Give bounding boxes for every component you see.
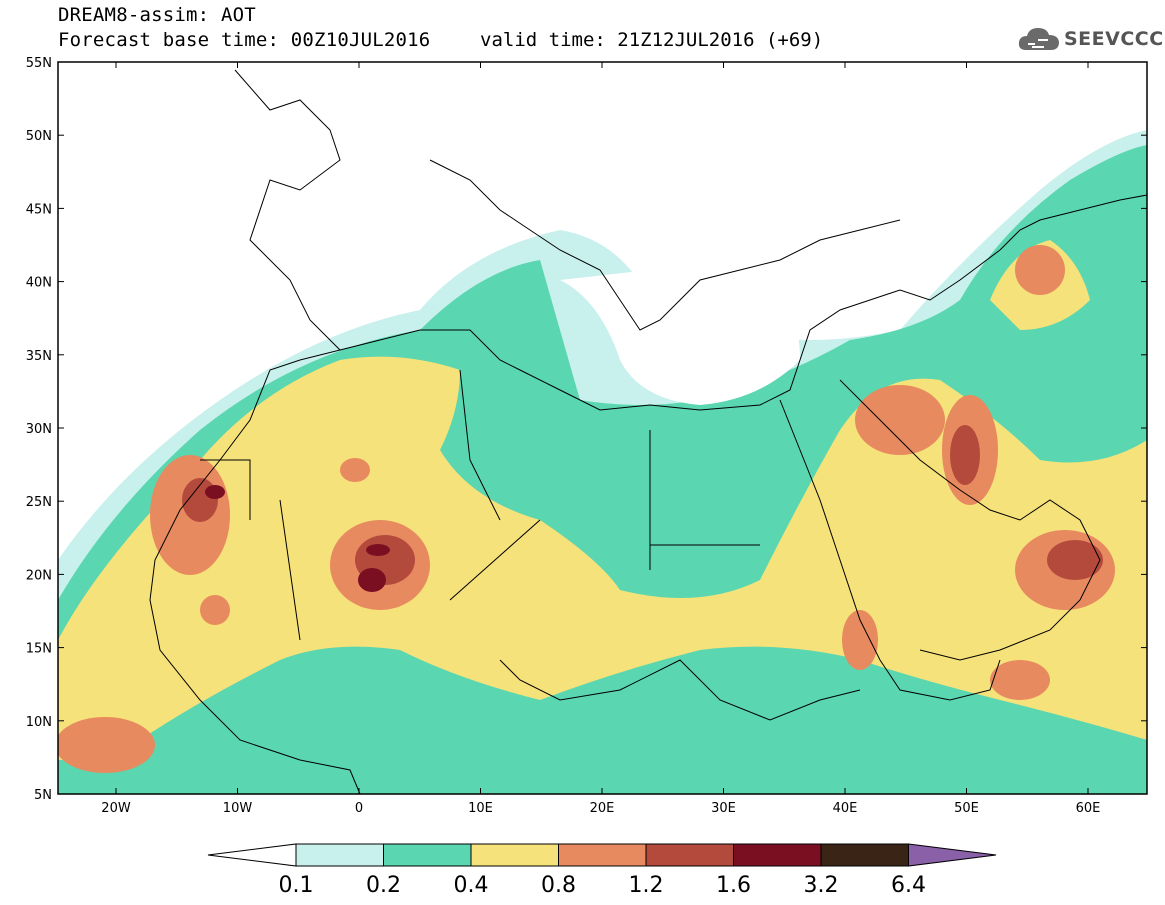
- colorbar-swatch: [645, 843, 734, 867]
- forecast-base-time: Forecast base time: 00Z10JUL2016: [58, 29, 431, 51]
- lat-label: 10N: [26, 715, 52, 730]
- lat-label: 5N: [34, 788, 52, 803]
- colorbar-swatch: [470, 843, 559, 867]
- lon-label: 40E: [833, 801, 858, 816]
- lat-label: 20N: [26, 568, 52, 583]
- colorbar-swatch: [383, 843, 472, 867]
- lat-label: 55N: [26, 56, 52, 71]
- lon-label: 30E: [711, 801, 736, 816]
- colorbar-swatch: [733, 843, 822, 867]
- lat-label: 25N: [26, 495, 52, 510]
- lat-label: 35N: [26, 349, 52, 364]
- lon-label: 0: [355, 801, 363, 816]
- aot-field: [58, 130, 1147, 794]
- colorbar-tick-label: 6.4: [891, 873, 926, 898]
- colorbar-swatch: [558, 843, 647, 867]
- colorbar-tick-label: 0.2: [366, 873, 401, 898]
- colorbar-tick-label: 0.1: [279, 873, 314, 898]
- colorbar-tick-label: 3.2: [804, 873, 839, 898]
- lat-label: 15N: [26, 642, 52, 657]
- colorbar-tick-label: 1.2: [629, 873, 664, 898]
- colorbar: 0.1 0.2 0.4 0.8 1.2 1.6 3.2 6.4: [207, 843, 997, 898]
- cloud-icon: [1018, 28, 1059, 50]
- lon-label: 10E: [468, 801, 493, 816]
- lon-label: 20W: [101, 801, 131, 816]
- coastlines: [149, 69, 1147, 794]
- lon-label: 60E: [1076, 801, 1101, 816]
- seevccc-logo: SEEVCCC: [1018, 26, 1164, 52]
- colorbar-max-arrow: [908, 843, 997, 867]
- valid-time: valid time: 21Z12JUL2016 (+69): [480, 29, 824, 51]
- colorbar-swatch: [295, 843, 384, 867]
- colorbar-tick-label: 1.6: [716, 873, 751, 898]
- lat-label: 40N: [26, 276, 52, 291]
- lon-label: 50E: [954, 801, 979, 816]
- colorbar-tick-label: 0.4: [454, 873, 489, 898]
- latitude-axis: 55N 50N 45N 40N 35N 30N 25N 20N 15N 10N 5N: [26, 56, 1147, 803]
- lat-label: 50N: [26, 129, 52, 144]
- lat-label: 45N: [26, 202, 52, 217]
- map-title: DREAM8-assim: AOT: [58, 4, 256, 26]
- longitude-axis: 20W 10W 0 10E 20E 30E 40E 50E 60E: [101, 62, 1100, 816]
- colorbar-tick-label: 0.8: [541, 873, 576, 898]
- logo-text: SEEVCCC: [1064, 28, 1164, 50]
- colorbar-min-arrow: [207, 843, 297, 867]
- lat-label: 30N: [26, 422, 52, 437]
- lon-label: 10W: [223, 801, 253, 816]
- lon-label: 20E: [590, 801, 615, 816]
- colorbar-swatch: [820, 843, 909, 867]
